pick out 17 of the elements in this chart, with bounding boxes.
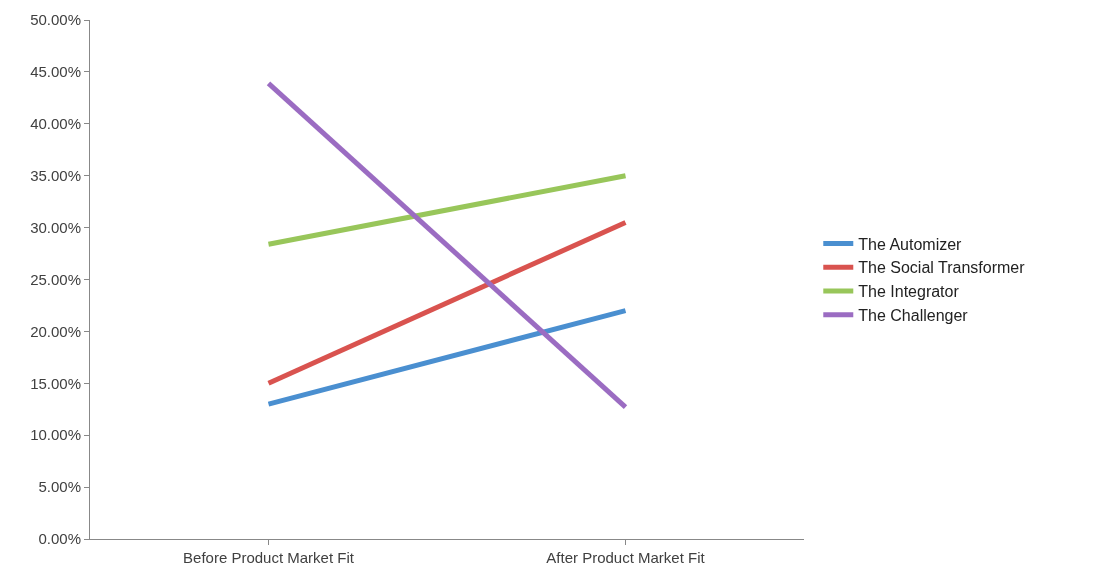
y-tick-label: 50.00% xyxy=(30,11,81,29)
y-tick-label: 0.00% xyxy=(38,530,81,548)
y-tick-label: 35.00% xyxy=(30,166,81,184)
x-tick-label: Before Product Market Fit xyxy=(183,549,355,566)
y-tick-label: 5.00% xyxy=(38,478,81,496)
y-tick-label: 10.00% xyxy=(30,426,81,444)
y-tick-label: 15.00% xyxy=(30,374,81,392)
y-tick-label: 25.00% xyxy=(30,270,81,288)
y-tick-label: 40.00% xyxy=(30,115,81,133)
legend-label: The Automizer xyxy=(858,235,963,253)
legend-label: The Challenger xyxy=(858,307,969,325)
y-tick-label: 20.00% xyxy=(30,322,81,340)
y-tick-label: 30.00% xyxy=(30,218,81,236)
x-tick-label: After Product Market Fit xyxy=(546,549,706,566)
y-tick-label: 45.00% xyxy=(30,63,81,81)
legend-label: The Integrator xyxy=(858,283,960,301)
legend-label: The Social Transformer xyxy=(858,259,1026,277)
